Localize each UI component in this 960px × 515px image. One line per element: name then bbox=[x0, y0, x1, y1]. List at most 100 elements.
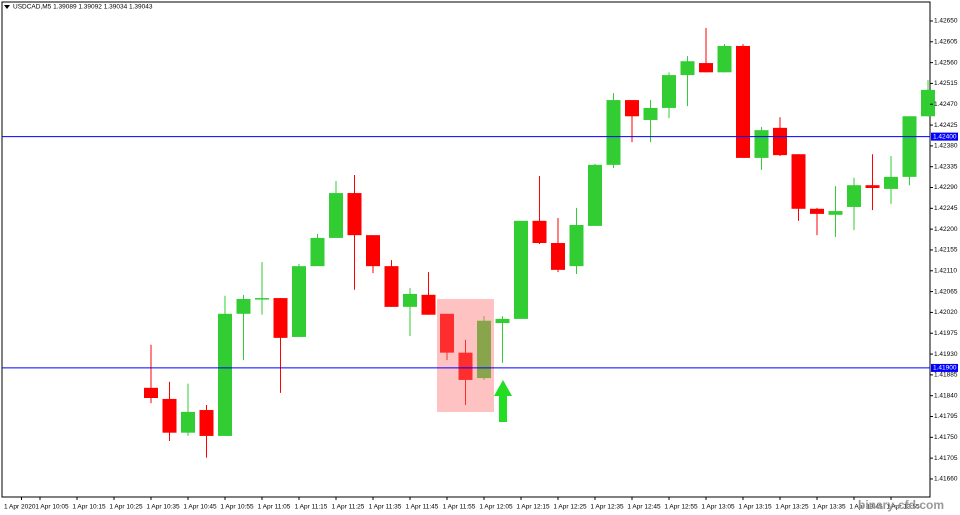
level-label: 1.42400 bbox=[933, 133, 957, 140]
x-tick-label: 1 Apr 13:45 bbox=[849, 504, 883, 511]
x-tick-label: 1 Apr 2020 bbox=[4, 504, 36, 511]
y-tick-label: 1.42335 bbox=[934, 163, 958, 170]
candle-body bbox=[199, 410, 214, 436]
chart-title: USDCAD,M5 1.39089 1.39092 1.39034 1.3904… bbox=[13, 4, 153, 11]
candle-body bbox=[366, 235, 380, 267]
y-tick-label: 1.42560 bbox=[934, 59, 958, 66]
candle-body bbox=[236, 299, 251, 314]
candle-body bbox=[551, 243, 565, 270]
x-tick-label: 1 Apr 12:05 bbox=[479, 504, 513, 511]
candle-body bbox=[403, 293, 417, 307]
y-tick-label: 1.41975 bbox=[934, 330, 958, 337]
candle-body bbox=[255, 298, 269, 300]
x-tick-label: 1 Apr 11:35 bbox=[369, 504, 402, 511]
candle-body bbox=[292, 266, 306, 337]
x-tick-label: 1 Apr 11:15 bbox=[295, 504, 328, 511]
y-tick-label: 1.42020 bbox=[934, 309, 958, 316]
level-label: 1.41900 bbox=[933, 365, 957, 372]
candle-body bbox=[273, 298, 288, 338]
y-tick-label: 1.42200 bbox=[934, 226, 958, 233]
x-tick-label: 1 Apr 10:55 bbox=[220, 504, 254, 511]
x-tick-label: 1 Apr 11:25 bbox=[332, 504, 365, 511]
candle-body bbox=[662, 75, 676, 108]
x-tick-label: 1 Apr 10:35 bbox=[146, 504, 180, 511]
x-tick-label: 1 Apr 12:55 bbox=[664, 504, 698, 511]
x-tick-label: 1 Apr 13:25 bbox=[775, 504, 809, 511]
candle-body bbox=[680, 61, 695, 76]
candle-body bbox=[477, 320, 491, 379]
candle-body bbox=[643, 107, 658, 120]
x-tick-label: 1 Apr 12:25 bbox=[553, 504, 587, 511]
candle-body bbox=[884, 176, 898, 189]
y-tick-label: 1.42605 bbox=[934, 39, 958, 46]
y-tick-label: 1.42470 bbox=[934, 101, 958, 108]
x-tick-label: 1 Apr 13:15 bbox=[738, 504, 772, 511]
x-tick-label: 1 Apr 12:15 bbox=[516, 504, 550, 511]
candle-body bbox=[329, 193, 343, 238]
y-tick-label: 1.42065 bbox=[934, 288, 958, 295]
y-tick-label: 1.41885 bbox=[934, 372, 958, 379]
x-tick-label: 1 Apr 10:15 bbox=[72, 504, 106, 511]
y-tick-label: 1.41930 bbox=[934, 351, 958, 358]
candle-body bbox=[310, 237, 325, 267]
candle-body bbox=[828, 211, 843, 215]
candle-body bbox=[754, 130, 769, 158]
candle-body bbox=[514, 220, 528, 319]
candle-body bbox=[162, 398, 177, 433]
highlight-box bbox=[437, 299, 494, 412]
y-tick-label: 1.42155 bbox=[934, 247, 958, 254]
y-tick-label: 1.42650 bbox=[934, 18, 958, 25]
axes: 1.41660 1.41705 1.41750 1.41795 1.41840 1.418… bbox=[2, 18, 958, 511]
y-tick-label: 1.42380 bbox=[934, 143, 958, 150]
candle-body bbox=[921, 89, 935, 117]
up-arrow bbox=[494, 380, 512, 422]
x-tick-label: 1 Apr 10:45 bbox=[183, 504, 217, 511]
candles bbox=[144, 27, 935, 458]
y-tick-label: 1.42290 bbox=[934, 184, 958, 191]
x-tick-label: 1 Apr 13:35 bbox=[812, 504, 846, 511]
candle-body bbox=[421, 294, 436, 315]
x-tick-label: 1 Apr 10:05 bbox=[35, 504, 69, 511]
y-tick-label: 1.41840 bbox=[934, 392, 958, 399]
candle-body bbox=[791, 154, 806, 209]
x-tick-label: 1 Apr 11:05 bbox=[258, 504, 291, 511]
watermark: binary-cfd.com bbox=[858, 498, 944, 512]
candle-body bbox=[736, 45, 750, 158]
x-tick-label: 1 Apr 12:45 bbox=[627, 504, 661, 511]
y-tick-label: 1.41750 bbox=[934, 434, 958, 441]
x-tick-label: 1 Apr 11:55 bbox=[443, 504, 476, 511]
candle-body bbox=[458, 352, 473, 380]
candle-body bbox=[606, 100, 621, 165]
candle-body bbox=[588, 164, 602, 226]
candle-body bbox=[495, 318, 510, 324]
x-tick-label: 1 Apr 10:25 bbox=[109, 504, 143, 511]
y-tick-label: 1.42515 bbox=[934, 80, 958, 87]
candle-body bbox=[384, 266, 399, 307]
y-tick-label: 1.42425 bbox=[934, 122, 958, 129]
y-tick-label: 1.41660 bbox=[934, 476, 958, 483]
y-tick-label: 1.41795 bbox=[934, 413, 958, 420]
candle-body bbox=[810, 208, 824, 214]
x-tick-label: 1 Apr 13:05 bbox=[701, 504, 735, 511]
y-tick-label: 1.42110 bbox=[934, 267, 957, 274]
candle-body bbox=[902, 116, 917, 177]
candle-body bbox=[865, 185, 880, 188]
candle-body bbox=[440, 313, 454, 353]
candle-body bbox=[699, 63, 713, 73]
candle-body bbox=[181, 411, 195, 433]
candle-body bbox=[773, 127, 787, 156]
x-tick-label: 1 Apr 11:45 bbox=[406, 504, 439, 511]
candle-body bbox=[847, 185, 861, 207]
level-label-bg bbox=[931, 363, 958, 372]
candle-body bbox=[144, 387, 158, 398]
candle-body bbox=[625, 100, 639, 117]
candle-body bbox=[347, 193, 362, 236]
candle-body bbox=[717, 45, 732, 73]
x-tick-label: 1 Apr 12:35 bbox=[590, 504, 624, 511]
candle-body bbox=[218, 313, 232, 436]
y-tick-label: 1.41705 bbox=[934, 455, 958, 462]
x-tick-label: 1 Apr 13:55 bbox=[886, 504, 920, 511]
symbol-icon bbox=[4, 5, 10, 9]
